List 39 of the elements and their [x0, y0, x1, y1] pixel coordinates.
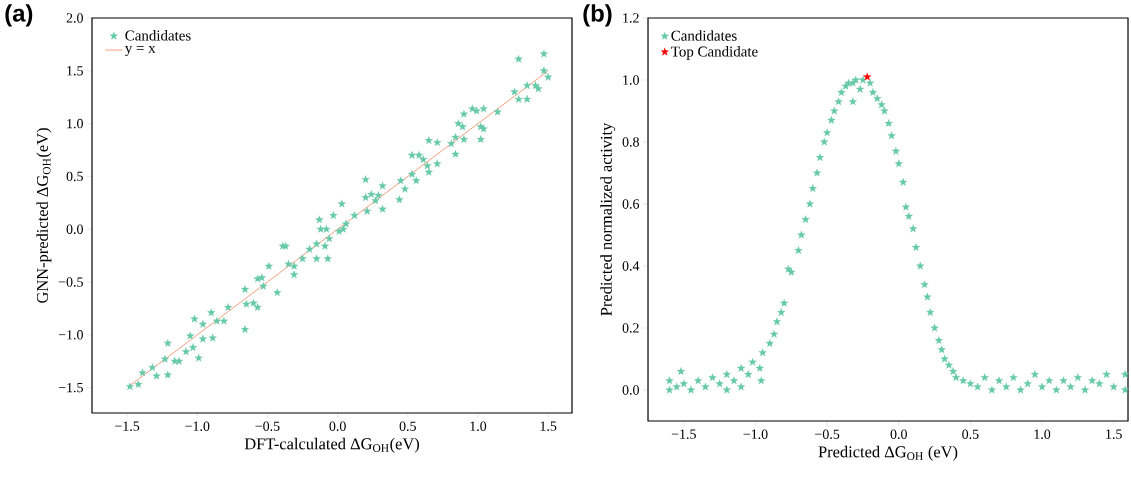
x-tick-label: 1.0 [1034, 429, 1051, 439]
x-tick-label: −1.0 [743, 429, 768, 439]
x-tick-label: −1.5 [671, 429, 696, 439]
legend-label: y = x [124, 45, 156, 56]
y-tick-label: 0.0 [66, 224, 83, 234]
y-tick-label: 0.4 [622, 261, 640, 271]
x-tick-label: 0.0 [329, 421, 346, 431]
y-tick-label: −1.5 [58, 382, 83, 393]
x-tick-label: −1.5 [115, 421, 140, 431]
y-tick-label: 0.6 [622, 199, 640, 209]
x-axis-title: Predicted ΔG$_{OH}$ (eV) [818, 445, 958, 461]
legend-label: Candidates [671, 30, 737, 41]
y-tick-label: 0.8 [622, 137, 639, 147]
x-axis-title: DFT-calculated ΔG$_{OH}$(eV) [244, 437, 419, 453]
x-tick-label: 1.5 [1106, 429, 1122, 439]
y-tick-label: 0.5 [66, 171, 83, 182]
x-tick-label: 0.5 [399, 421, 416, 431]
y-tick-label: 0.0 [622, 385, 639, 395]
x-tick-label: −0.5 [255, 421, 280, 431]
x-tick-label: 1.5 [540, 421, 557, 431]
y-tick-label: 1.2 [623, 13, 639, 23]
x-tick-label: 0.0 [890, 429, 907, 439]
text: (a) [5, 4, 33, 27]
x-tick-label: −1.0 [185, 421, 210, 431]
text: (b) [583, 4, 612, 27]
y-axis-title: GNN-predicted ΔG$_{OH}$(eV) [36, 128, 52, 303]
y-tick-label: 1.0 [67, 118, 83, 129]
y-tick-label: −1.0 [58, 330, 83, 340]
legend-label: Top Candidate [671, 46, 758, 60]
x-tick-label: 0.5 [962, 429, 979, 439]
x-tick-label: −0.5 [815, 429, 840, 439]
y-tick-label: 1.0 [623, 75, 639, 85]
y-axis-title: Predicted normalized activity [600, 122, 616, 316]
x-tick-label: 1.0 [470, 421, 487, 431]
y-tick-label: 0.2 [622, 323, 639, 333]
y-tick-label: −0.5 [58, 277, 83, 287]
legend-label: Candidates [125, 30, 191, 41]
y-tick-label: 2.0 [66, 13, 83, 23]
y-tick-label: 1.5 [67, 66, 83, 76]
